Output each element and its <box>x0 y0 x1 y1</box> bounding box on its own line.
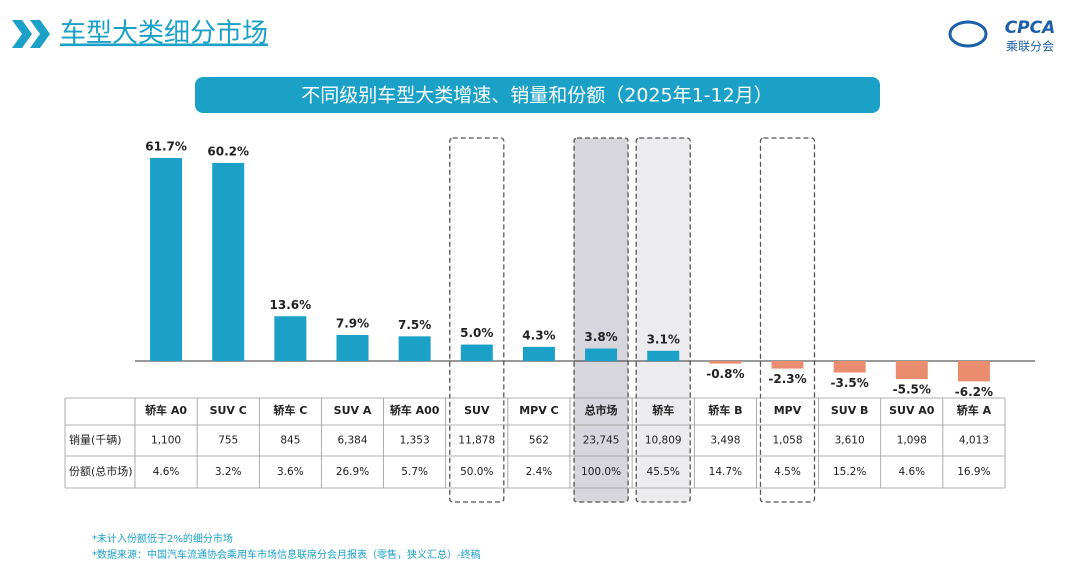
footnote: *数据来源：中国汽车流通协会乘用车市场信息联席分会月报表（零售，狭义汇总）-终稿 <box>92 548 481 561</box>
chevrons <box>12 20 50 48</box>
data-label: -5.5% <box>893 383 931 397</box>
data-label: 13.6% <box>270 298 312 312</box>
data-label: 7.5% <box>398 318 431 332</box>
bar <box>522 346 555 361</box>
column-header: 轿车 A00 <box>390 403 440 417</box>
column-header: 轿车 B <box>708 403 742 417</box>
column-header: 轿车 C <box>273 403 307 417</box>
table-cell: 1,100 <box>151 435 181 447</box>
column-header: SUV A0 <box>889 404 935 417</box>
data-label: 3.1% <box>647 332 680 346</box>
table-cell: 1,098 <box>897 435 927 447</box>
table-cell: 3,610 <box>835 435 865 447</box>
table-cell: 26.9% <box>336 466 369 478</box>
data-label: 3.8% <box>584 330 617 344</box>
column-header: MPV <box>774 404 802 417</box>
logo: CPCA <box>1005 18 1056 38</box>
bar <box>336 335 369 361</box>
bar <box>895 361 928 380</box>
column-header: 轿车 A <box>957 403 992 417</box>
data-label: 61.7% <box>145 140 187 154</box>
data-label: 7.9% <box>336 317 369 331</box>
table-cell: 14.7% <box>709 466 742 478</box>
logo-mark <box>948 20 988 48</box>
column-header: MPV C <box>519 404 558 417</box>
table-cell: 3,498 <box>710 435 740 447</box>
table-cell: 15.2% <box>833 466 866 478</box>
table-cell: 4.5% <box>774 466 801 478</box>
table-cell: 2.4% <box>526 466 553 478</box>
column-header: SUV <box>464 404 490 417</box>
bar <box>709 361 742 364</box>
logo-text: 乘联分会 <box>1006 40 1054 54</box>
table-cell: 4,013 <box>959 435 989 447</box>
highlight-box <box>449 137 505 503</box>
bar <box>212 162 245 361</box>
data-label: -3.5% <box>831 376 869 390</box>
table-cell: 50.0% <box>460 466 493 478</box>
data-label: 60.2% <box>207 144 249 158</box>
data-label: -0.8% <box>706 367 744 381</box>
row-label: 销量(千辆) <box>69 433 122 447</box>
table-cell: 6,384 <box>337 435 367 447</box>
table-cell: 845 <box>280 435 300 447</box>
column-header: SUV B <box>831 404 869 417</box>
bar <box>585 348 618 361</box>
table-cell: 5.7% <box>401 466 428 478</box>
row-label: 份额(总市场) <box>69 464 133 478</box>
table-cell: 755 <box>218 435 238 447</box>
data-label: -2.3% <box>768 372 806 386</box>
table-cell: 3.6% <box>277 466 304 478</box>
highlight-box <box>759 137 816 503</box>
table-cell: 45.5% <box>647 466 680 478</box>
table-cell: 100.0% <box>581 466 621 478</box>
table-cell: 1,058 <box>772 435 802 447</box>
bar <box>771 361 804 369</box>
data-label: 4.3% <box>522 328 555 342</box>
table-cell: 16.9% <box>957 466 990 478</box>
table-cell: 1,353 <box>400 435 430 447</box>
table-cell: 562 <box>529 435 549 447</box>
bar <box>833 361 866 373</box>
page-title: 车型大类细分市场 <box>60 19 268 49</box>
highlight-box <box>573 137 629 503</box>
highlight-box <box>635 137 691 503</box>
chart-title: 不同级别车型大类增速、销量和份额（2025年1-12月） <box>301 85 772 107</box>
bar <box>398 336 431 361</box>
title-banner <box>195 77 880 113</box>
bar <box>274 316 307 361</box>
column-header: 轿车 <box>652 403 674 417</box>
data-label: -6.2% <box>955 385 993 399</box>
column-header: 总市场 <box>585 403 618 417</box>
table-cell: 4.6% <box>153 466 180 478</box>
column-header: SUV C <box>210 404 247 417</box>
column-header: 轿车 A0 <box>145 403 187 417</box>
bar <box>460 344 493 361</box>
table-cell: 3.2% <box>215 466 242 478</box>
table-cell: 4.6% <box>898 466 925 478</box>
data-label: 5.0% <box>460 326 493 340</box>
table-cell: 11,878 <box>458 435 495 447</box>
footnote: *未计入份额低于2%的细分市场 <box>92 532 233 545</box>
column-header: SUV A <box>334 404 372 417</box>
table-cell: 10,809 <box>645 435 682 447</box>
bar <box>150 158 183 361</box>
table-cell: 23,745 <box>583 435 620 447</box>
bar <box>647 350 680 361</box>
bar <box>957 361 990 382</box>
